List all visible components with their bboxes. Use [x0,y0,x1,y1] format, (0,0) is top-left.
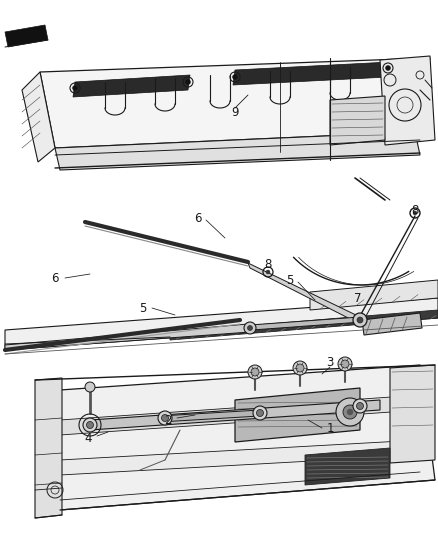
Circle shape [293,361,307,375]
Circle shape [73,85,78,91]
Circle shape [186,79,191,85]
Polygon shape [160,410,260,422]
Circle shape [357,402,364,409]
Circle shape [162,415,169,422]
Polygon shape [380,56,435,145]
Circle shape [257,409,264,416]
Circle shape [253,406,267,420]
Polygon shape [248,263,360,324]
Polygon shape [60,395,420,435]
Circle shape [247,326,252,330]
Circle shape [83,418,97,432]
Polygon shape [5,25,48,47]
Circle shape [413,211,417,215]
Circle shape [343,405,357,419]
Polygon shape [390,365,435,463]
Polygon shape [22,72,55,162]
Polygon shape [310,280,438,310]
Polygon shape [5,298,438,350]
Circle shape [338,357,352,371]
Polygon shape [250,317,362,330]
Polygon shape [60,440,420,475]
Polygon shape [35,378,62,518]
Polygon shape [233,62,390,85]
Polygon shape [73,75,190,97]
Circle shape [353,313,367,327]
Polygon shape [55,132,420,170]
Circle shape [341,360,349,368]
Circle shape [353,399,367,413]
Text: 6: 6 [51,271,59,285]
Polygon shape [362,313,422,335]
Text: 1: 1 [326,422,334,434]
Circle shape [296,364,304,372]
Circle shape [385,66,391,70]
Circle shape [251,368,259,376]
Text: 4: 4 [84,432,92,445]
Polygon shape [40,58,430,148]
Text: 6: 6 [194,212,202,224]
Polygon shape [305,448,390,485]
Polygon shape [170,310,438,340]
Polygon shape [90,400,380,430]
Circle shape [336,398,364,426]
Polygon shape [5,324,250,350]
Text: 5: 5 [139,302,147,314]
Circle shape [266,270,270,274]
Circle shape [233,75,237,79]
Circle shape [248,365,262,379]
Text: 3: 3 [326,357,334,369]
Text: 2: 2 [164,414,172,426]
Polygon shape [235,388,360,442]
Circle shape [244,322,256,334]
Text: 8: 8 [264,259,272,271]
Circle shape [86,422,93,429]
Text: 5: 5 [286,273,294,287]
Circle shape [158,411,172,425]
Text: 9: 9 [231,106,239,118]
Text: 7: 7 [354,292,362,304]
Circle shape [357,317,363,323]
Polygon shape [330,96,385,145]
Circle shape [347,409,353,415]
Polygon shape [60,365,435,510]
Text: 8: 8 [411,204,419,216]
Circle shape [85,382,95,392]
